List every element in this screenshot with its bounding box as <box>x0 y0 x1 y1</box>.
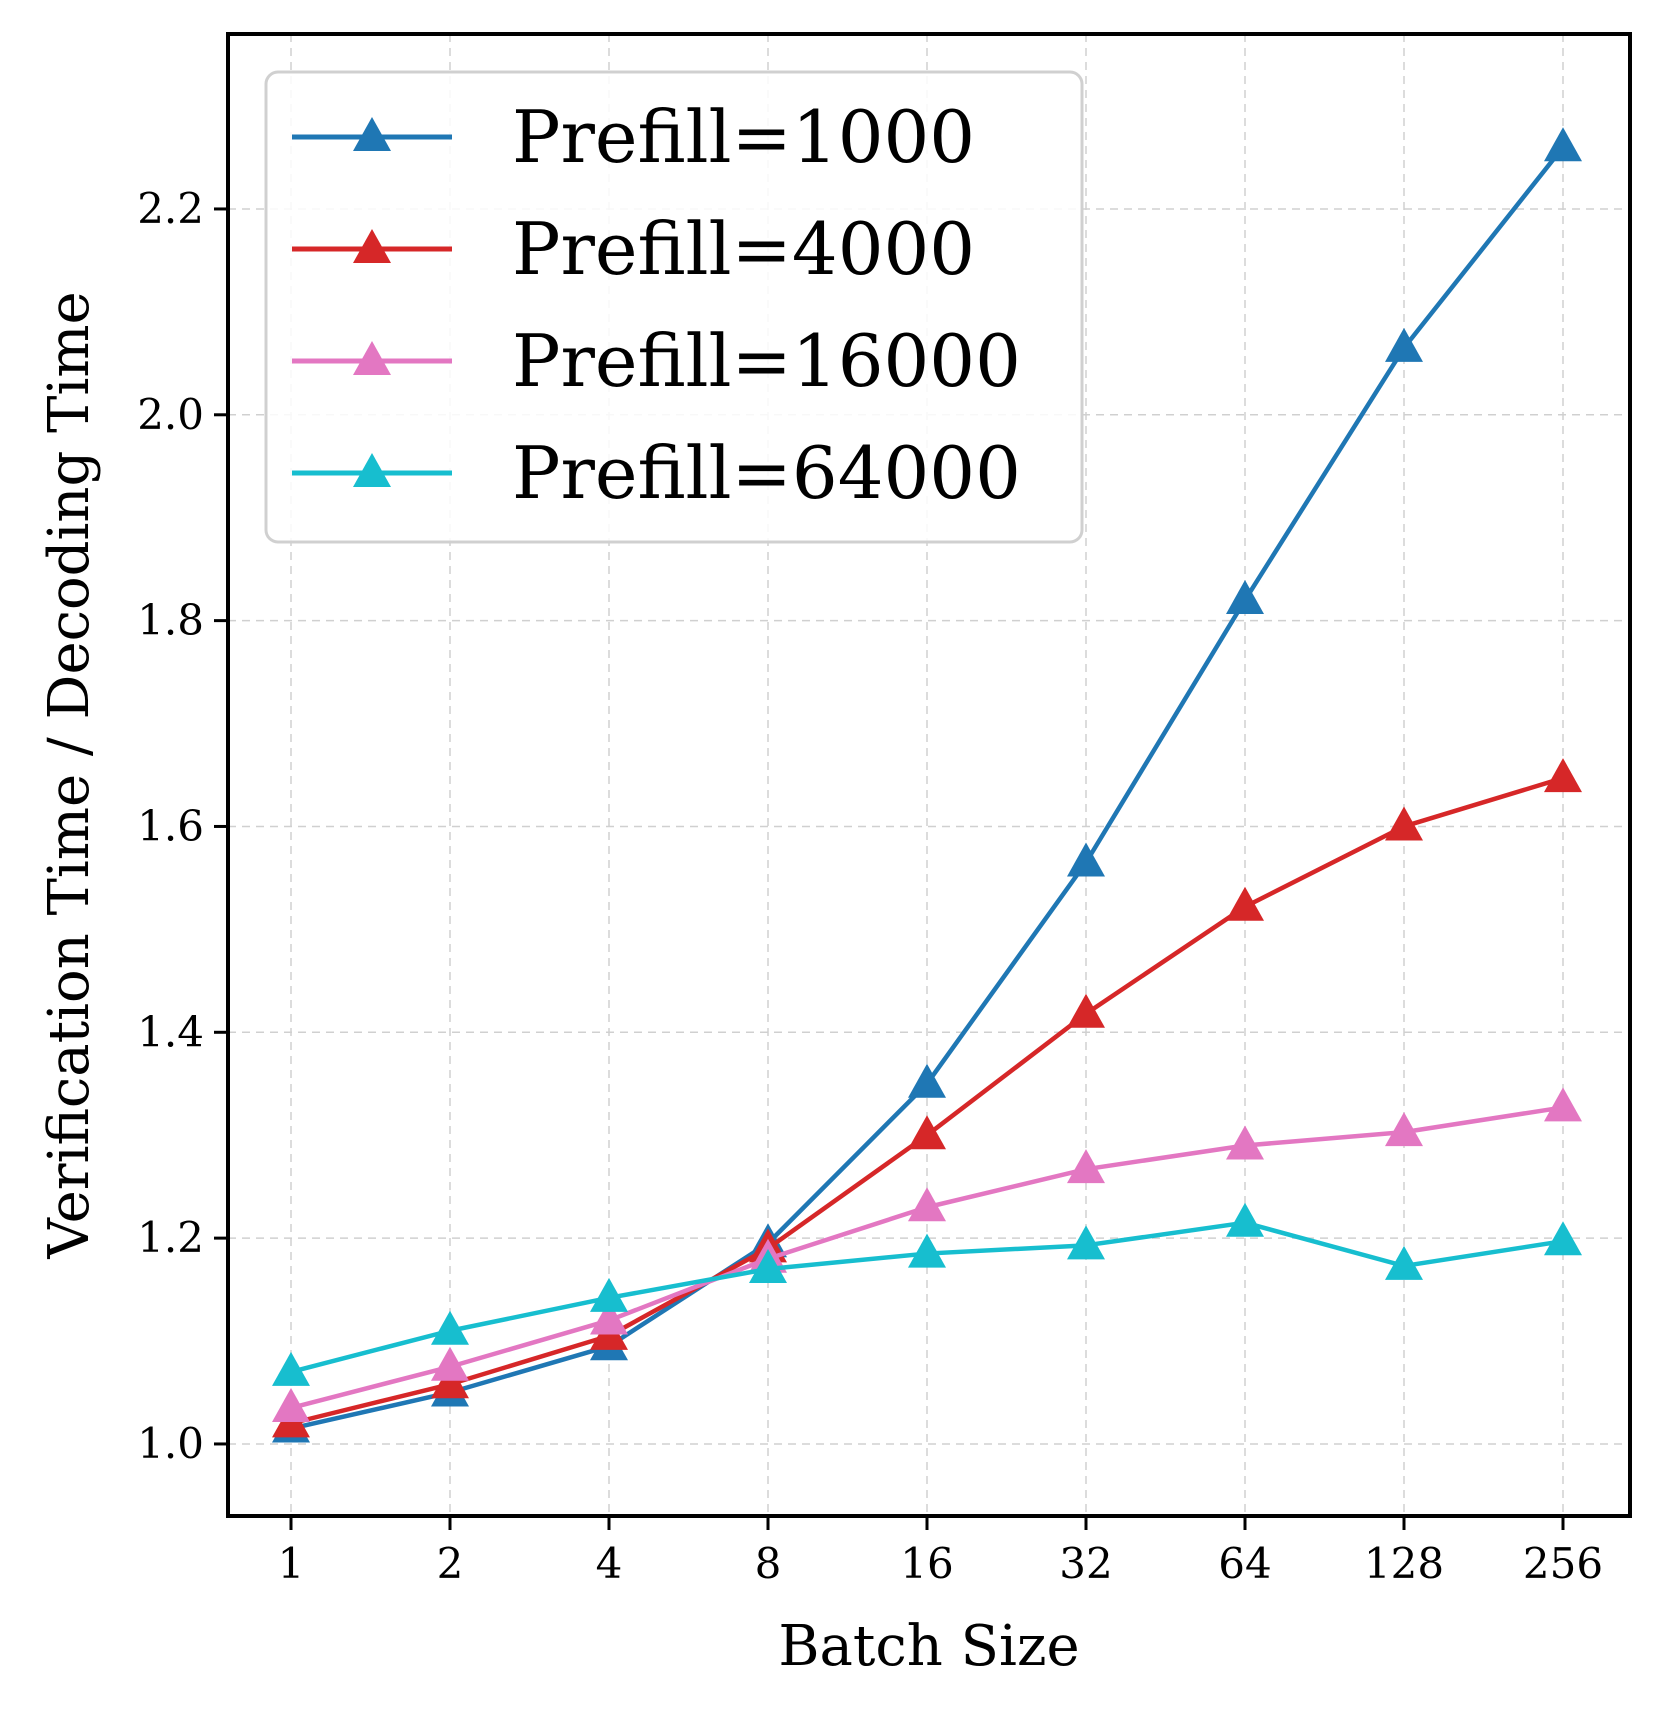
x-tick-label: 16 <box>900 1539 953 1588</box>
x-tick-label: 1 <box>278 1539 305 1588</box>
data-point-marker <box>1067 993 1105 1028</box>
data-point-marker <box>1385 806 1423 841</box>
y-tick-label: 1.0 <box>137 1419 204 1468</box>
x-tick-label: 64 <box>1218 1539 1271 1588</box>
data-point-marker <box>431 1310 469 1345</box>
y-tick-label: 2.0 <box>137 390 204 439</box>
y-tick-label: 1.8 <box>137 596 204 645</box>
data-point-marker <box>431 1364 469 1399</box>
data-point-marker <box>1544 1087 1582 1122</box>
x-tick-label: 128 <box>1364 1539 1444 1588</box>
legend-entry: Prefill=1000 <box>292 95 975 179</box>
data-point-marker <box>908 1115 946 1150</box>
data-point-marker <box>1226 1202 1264 1237</box>
y-tick-label: 1.4 <box>137 1007 204 1056</box>
data-point-marker <box>431 1346 469 1381</box>
series-layer <box>272 127 1582 1443</box>
x-axis-title: Batch Size <box>778 1614 1079 1679</box>
data-point-marker <box>908 1063 946 1098</box>
legend-label: Prefill=64000 <box>512 431 1021 515</box>
legend-label: Prefill=1000 <box>512 95 975 179</box>
legend: Prefill=1000 Prefill=4000 Prefill=16000 Pre… <box>264 70 1084 544</box>
legend-marker <box>353 453 391 487</box>
data-point-marker <box>1544 1221 1582 1256</box>
data-point-marker <box>590 1277 628 1312</box>
legend-entry: Prefill=16000 <box>292 319 1021 403</box>
y-tick-label: 2.2 <box>137 184 204 233</box>
axis-ticks: 1 2 4 8 16 32 64 128 256 1.0 1.2 1.4 1.6 1.8 2.0 2.2 <box>137 184 1603 1588</box>
data-point-marker <box>1067 1225 1105 1260</box>
series-prefill-64000 <box>272 1202 1582 1386</box>
y-axis-title: Verification Time / Decoding Time <box>37 291 102 1259</box>
legend-marker <box>353 229 391 263</box>
data-point-marker <box>908 1233 946 1268</box>
x-tick-label: 2 <box>437 1539 464 1588</box>
data-point-marker <box>1544 758 1582 793</box>
data-point-marker <box>1226 886 1264 921</box>
data-point-marker <box>1385 327 1423 362</box>
data-point-marker <box>749 1249 787 1283</box>
data-point-marker <box>1067 1149 1105 1184</box>
x-tick-label: 4 <box>596 1539 623 1588</box>
y-tick-label: 1.2 <box>137 1213 204 1262</box>
data-point-marker <box>272 1387 310 1422</box>
data-point-marker <box>1544 127 1582 162</box>
legend-marker <box>353 117 391 151</box>
x-tick-label: 32 <box>1059 1539 1112 1588</box>
x-tick-label: 8 <box>755 1539 782 1588</box>
plot-frame <box>226 32 1632 1518</box>
series-prefill-16000 <box>272 1087 1582 1422</box>
data-point-marker <box>1385 1112 1423 1147</box>
y-tick-label: 1.6 <box>137 801 204 850</box>
legend-box <box>264 70 1084 544</box>
data-point-marker <box>590 1300 628 1335</box>
legend-label: Prefill=4000 <box>512 207 975 291</box>
x-tick-label: 256 <box>1523 1539 1603 1588</box>
data-point-marker <box>272 1351 310 1386</box>
legend-label: Prefill=16000 <box>512 319 1021 403</box>
data-point-marker <box>1067 842 1105 877</box>
legend-marker <box>353 341 391 375</box>
data-point-marker <box>1226 580 1264 615</box>
data-point-marker <box>1226 1125 1264 1160</box>
legend-entry: Prefill=4000 <box>292 207 975 291</box>
data-point-marker <box>908 1187 946 1222</box>
data-point-marker <box>1385 1245 1423 1280</box>
legend-entry: Prefill=64000 <box>292 431 1021 515</box>
